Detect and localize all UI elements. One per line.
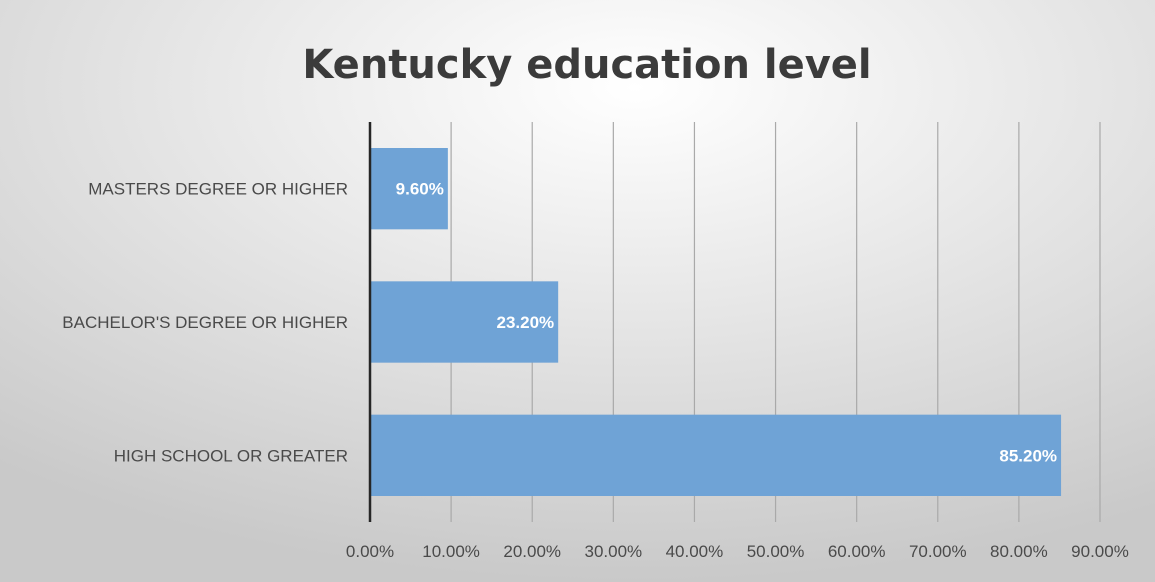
data-label: 23.20% — [497, 313, 555, 332]
bar — [370, 414, 1062, 496]
category-label: MASTERS DEGREE OR HIGHER — [88, 180, 348, 199]
x-tick-label: 20.00% — [503, 542, 561, 561]
x-tick-label: 50.00% — [747, 542, 805, 561]
bar — [370, 148, 448, 230]
category-label: BACHELOR'S DEGREE OR HIGHER — [62, 313, 348, 332]
category-label: HIGH SCHOOL OR GREATER — [114, 446, 348, 465]
x-tick-label: 40.00% — [666, 542, 724, 561]
x-tick-label: 60.00% — [828, 542, 886, 561]
bar — [370, 281, 559, 363]
x-tick-label: 0.00% — [346, 542, 394, 561]
labels: 0.00% 10.00% 20.00% 30.00% 40.00% 50.00% 60.00… — [62, 180, 1129, 561]
chart-title: Kentucky education level — [302, 42, 871, 88]
bars — [370, 148, 1062, 496]
x-tick-label: 10.00% — [422, 542, 480, 561]
x-tick-label: 70.00% — [909, 542, 967, 561]
data-label: 9.60% — [396, 180, 444, 199]
data-label: 85.20% — [999, 446, 1057, 465]
x-tick-label: 90.00% — [1071, 542, 1129, 561]
x-tick-label: 80.00% — [990, 542, 1048, 561]
x-tick-label: 30.00% — [584, 542, 642, 561]
